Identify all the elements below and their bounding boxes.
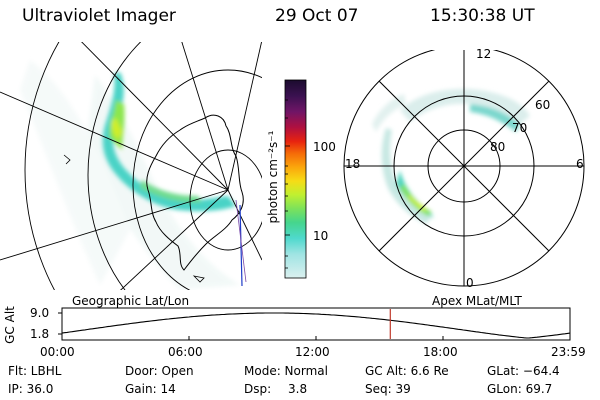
- colorbar-tick-10: 10: [313, 229, 329, 243]
- xtick-2359: 23:59: [551, 345, 586, 359]
- altitude-plot-frame: [61, 307, 571, 341]
- info-seq: Seq: 39: [365, 382, 411, 396]
- geo-panel-label: Geographic Lat/Lon: [72, 294, 190, 308]
- info-gc-alt: GC Alt: 6.6 Re: [365, 364, 449, 378]
- lat-label-80: 80: [490, 140, 506, 154]
- header-date: 29 Oct 07: [275, 6, 359, 26]
- altitude-curve: [61, 312, 571, 339]
- xtick-0600: 06:00: [168, 345, 203, 359]
- lat-label-70: 70: [512, 121, 528, 135]
- lat-label-60: 60: [535, 98, 551, 112]
- colorbar: [284, 79, 307, 279]
- colorbar-tick-100: 100: [313, 140, 336, 154]
- info-flt: Flt: LBHL: [8, 364, 62, 378]
- polar-panel-label: Apex MLat/MLT: [432, 294, 522, 308]
- mlt-label-18: 18: [345, 157, 361, 171]
- altitude-plot: [58, 307, 571, 341]
- altitude-ytick-1.8: 1.8: [30, 327, 50, 341]
- info-glon: GLon: 69.7: [487, 382, 553, 396]
- info-mode: Mode: Normal: [244, 364, 328, 378]
- altitude-ytick-9: 9.0: [30, 306, 50, 320]
- geographic-map: [0, 42, 262, 290]
- app-title: Ultraviolet Imager: [22, 6, 176, 26]
- mlt-label-12: 12: [476, 47, 492, 61]
- polar-plot: [343, 50, 585, 287]
- colorbar-gradient: [284, 79, 307, 279]
- xtick-1800: 18:00: [423, 345, 458, 359]
- info-gain: Gain: 14: [125, 382, 176, 396]
- header-time: 15:30:38 UT: [430, 6, 535, 26]
- xtick-0000: 00:00: [40, 345, 75, 359]
- mlt-label-0: 0: [466, 276, 474, 290]
- info-dsp-label: Dsp:: [244, 382, 272, 396]
- xtick-1200: 12:00: [295, 345, 330, 359]
- info-ip: IP: 36.0: [8, 382, 54, 396]
- colorbar-unit-label: photon cm⁻²s⁻¹: [266, 130, 280, 224]
- info-dsp-value: 3.8: [288, 382, 308, 396]
- info-door: Door: Open: [125, 364, 194, 378]
- altitude-ylabel: GC Alt: [3, 306, 17, 344]
- mlt-label-6: 6: [576, 157, 584, 171]
- info-glat: GLat: −64.4: [487, 364, 560, 378]
